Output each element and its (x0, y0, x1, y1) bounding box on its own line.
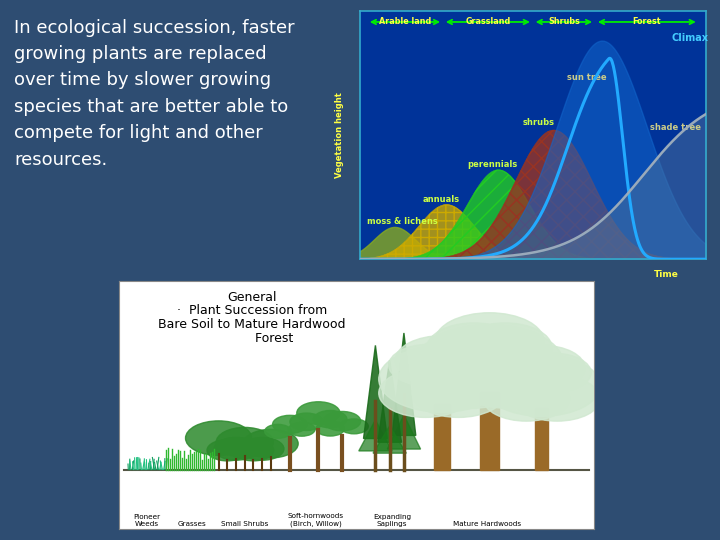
Circle shape (415, 325, 564, 402)
Text: shrubs: shrubs (523, 118, 554, 127)
Polygon shape (392, 333, 416, 435)
Circle shape (427, 323, 521, 372)
Circle shape (240, 437, 284, 460)
Text: ·  Plant Succession from: · Plant Succession from (176, 305, 327, 318)
Text: perennials: perennials (467, 160, 518, 170)
Text: shade tree: shade tree (650, 123, 701, 132)
Circle shape (297, 402, 340, 424)
Circle shape (233, 440, 274, 461)
Circle shape (492, 353, 567, 392)
Polygon shape (378, 360, 402, 442)
Circle shape (379, 346, 505, 412)
Circle shape (435, 313, 544, 370)
Circle shape (316, 421, 344, 436)
Circle shape (265, 424, 292, 438)
Bar (535, 408, 549, 470)
Text: annuals: annuals (422, 195, 459, 204)
Circle shape (340, 419, 368, 434)
Circle shape (273, 415, 307, 434)
Text: Forest: Forest (633, 17, 661, 26)
Circle shape (483, 355, 600, 416)
Circle shape (498, 345, 585, 390)
Circle shape (379, 369, 472, 417)
Circle shape (412, 369, 505, 417)
Text: Expanding
Saplings: Expanding Saplings (373, 514, 411, 526)
Text: In ecological succession, faster
growing plants are replaced
over time by slower: In ecological succession, faster growing… (14, 18, 294, 168)
Text: Time: Time (654, 269, 679, 279)
Circle shape (514, 376, 600, 421)
Text: Shrubs: Shrubs (548, 17, 580, 26)
Circle shape (395, 336, 488, 384)
Circle shape (207, 440, 248, 461)
Circle shape (290, 413, 323, 430)
Bar (434, 403, 449, 470)
Polygon shape (359, 420, 392, 451)
Polygon shape (387, 415, 420, 449)
Circle shape (314, 410, 347, 428)
Circle shape (289, 422, 315, 436)
Text: moss & lichens: moss & lichens (367, 218, 438, 226)
Text: Vegetation height: Vegetation height (335, 92, 343, 178)
Circle shape (323, 411, 361, 431)
Text: Forest: Forest (211, 332, 293, 345)
Text: Small Shrubs: Small Shrubs (221, 521, 269, 526)
Text: Grassland: Grassland (465, 17, 510, 26)
Text: Bare Soil to Mature Hardwood: Bare Soil to Mature Hardwood (158, 318, 346, 331)
Text: sun tree: sun tree (567, 73, 607, 83)
Circle shape (243, 429, 298, 458)
Circle shape (415, 352, 525, 408)
Text: Climax: Climax (671, 32, 708, 43)
Text: Pioneer
Weeds: Pioneer Weeds (134, 514, 161, 526)
Text: General: General (227, 291, 276, 303)
Text: Grasses: Grasses (178, 521, 207, 526)
Circle shape (483, 376, 570, 421)
Bar (480, 392, 499, 470)
Circle shape (459, 323, 552, 372)
Circle shape (216, 427, 274, 457)
Text: Mature Hardwoods: Mature Hardwoods (453, 521, 521, 526)
Circle shape (517, 353, 591, 392)
Circle shape (415, 345, 495, 386)
Polygon shape (373, 426, 406, 453)
Circle shape (389, 345, 469, 386)
Text: Soft-hornwoods
(Birch, Willow): Soft-hornwoods (Birch, Willow) (288, 513, 344, 526)
Polygon shape (364, 346, 387, 438)
Circle shape (214, 437, 258, 460)
Text: Arable land: Arable land (379, 17, 431, 26)
Circle shape (454, 352, 564, 408)
Circle shape (186, 421, 252, 455)
